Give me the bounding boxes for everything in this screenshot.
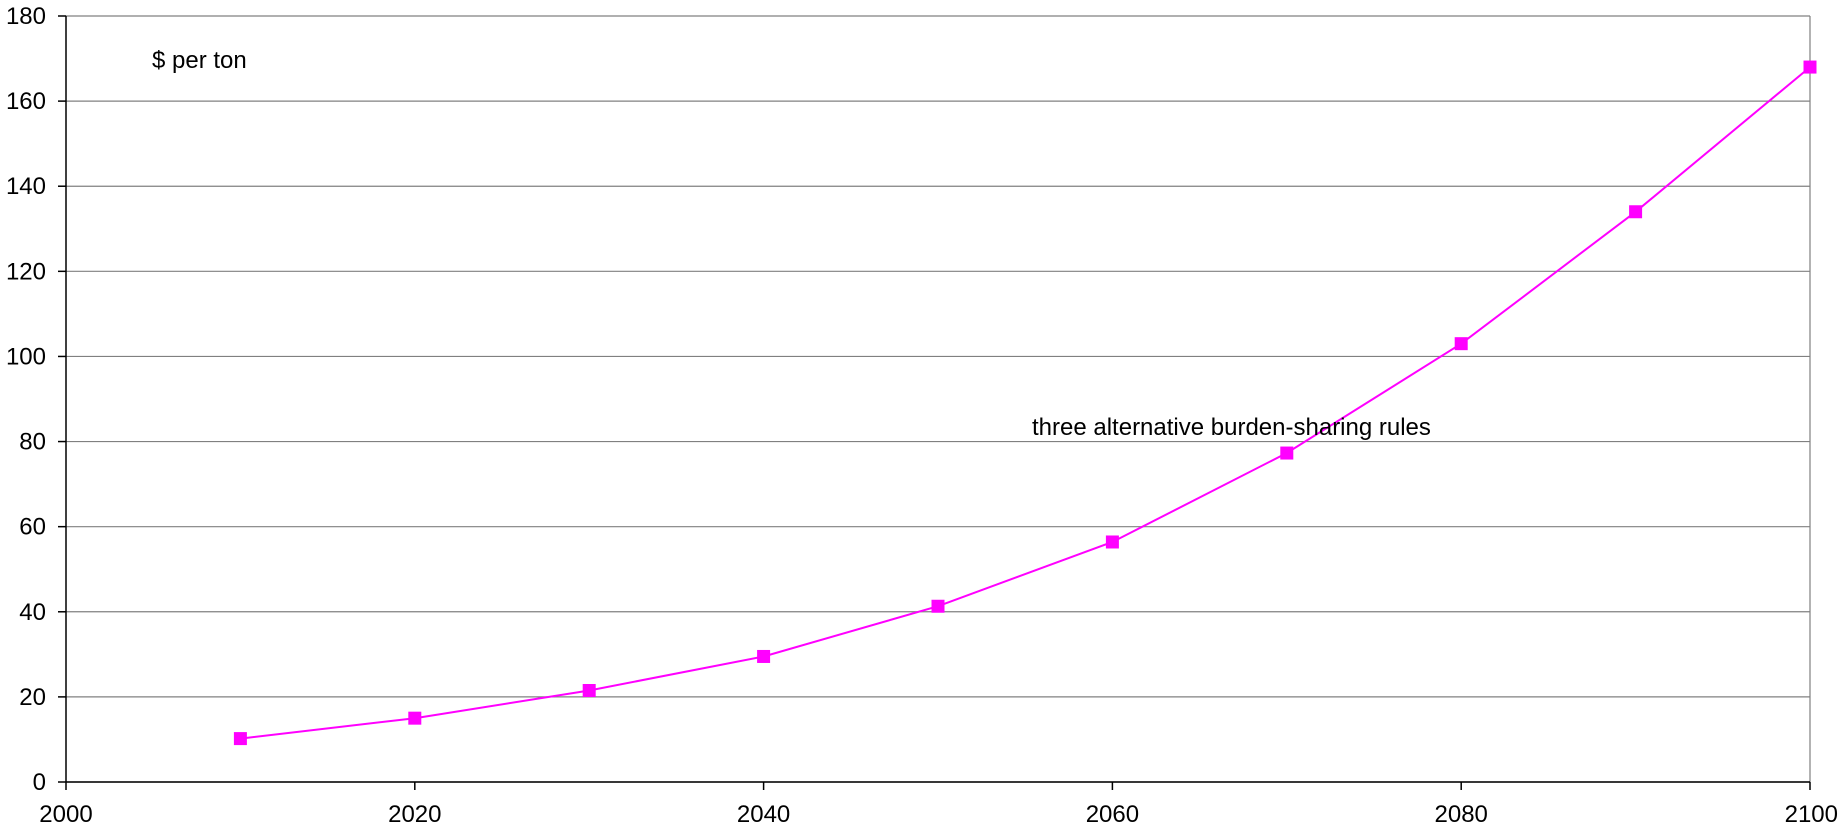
y-tick-label-20: 20 [19, 684, 46, 711]
annotation-burden-sharing: three alternative burden-sharing rules [1032, 414, 1431, 441]
data-point-2060 [1105, 535, 1119, 549]
axes [58, 15, 1811, 790]
y-tick-label-160: 160 [6, 88, 46, 115]
y-tick-label-60: 60 [19, 514, 46, 541]
data-point-2030 [582, 684, 596, 698]
data-point-2100 [1803, 60, 1817, 74]
x-tick-label-2060: 2060 [1086, 801, 1139, 828]
y-tick-label-40: 40 [19, 599, 46, 626]
data-point-2080 [1454, 337, 1468, 351]
data-point-2020 [408, 711, 422, 725]
data-point-2070 [1280, 446, 1294, 460]
data-point-2010 [233, 732, 247, 746]
y-tick-label-0: 0 [33, 769, 46, 796]
x-tick-label-2100: 2100 [1785, 801, 1838, 828]
y-axis-unit-label: $ per ton [152, 47, 247, 74]
y-tick-label-100: 100 [6, 343, 46, 370]
series-line-0 [240, 66, 1811, 740]
data-point-2090 [1629, 205, 1643, 219]
data-point-2050 [931, 599, 945, 613]
grid-lines [66, 15, 1811, 783]
x-tick-label-2080: 2080 [1435, 801, 1488, 828]
y-tick-label-140: 140 [6, 173, 46, 200]
data-point-2040 [757, 649, 771, 663]
x-tick-label-2020: 2020 [388, 801, 441, 828]
series-layer [233, 60, 1817, 746]
y-tick-label-120: 120 [6, 258, 46, 285]
y-tick-label-180: 180 [6, 3, 46, 30]
y-tick-label-80: 80 [19, 429, 46, 456]
x-tick-label-2040: 2040 [737, 801, 790, 828]
x-tick-label-2000: 2000 [39, 801, 92, 828]
